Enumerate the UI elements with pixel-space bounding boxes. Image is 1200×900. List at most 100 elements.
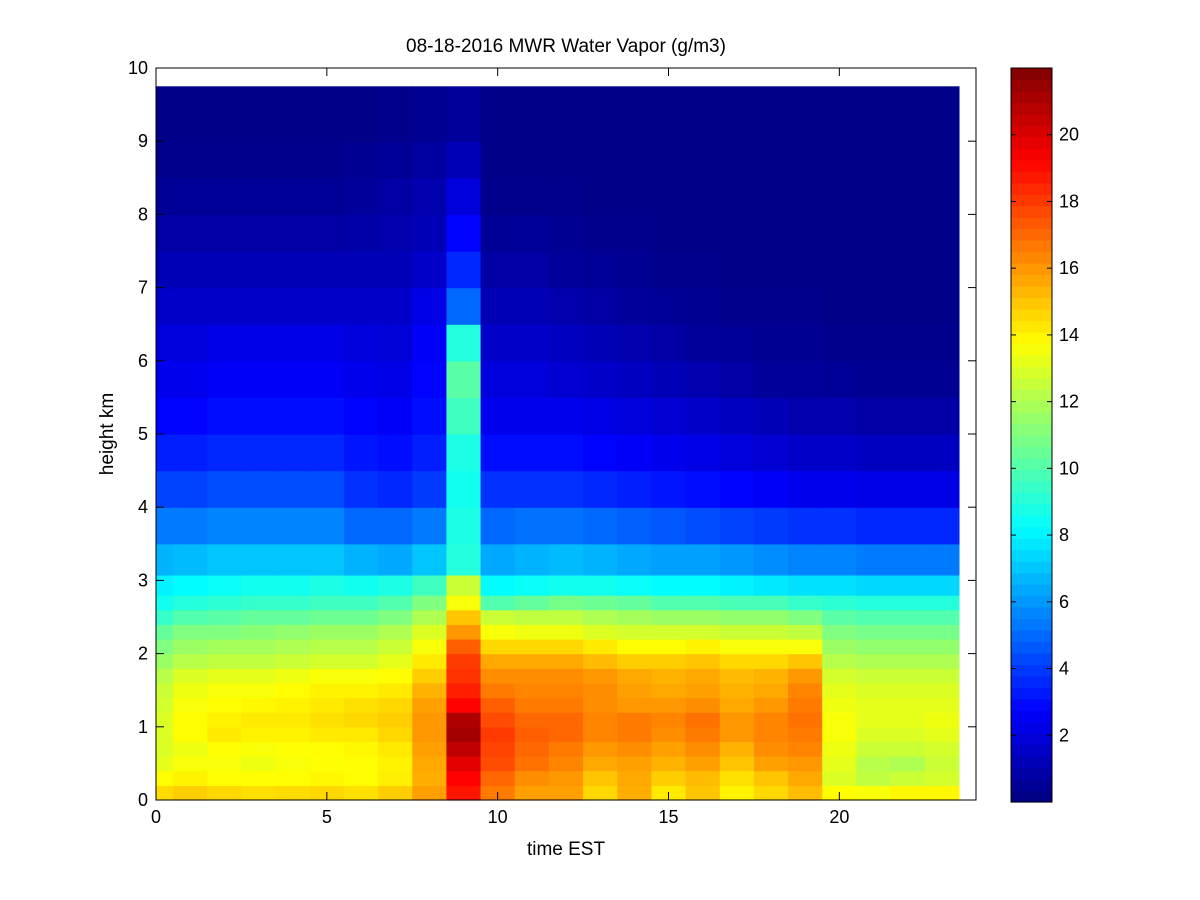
heatmap-cell (924, 324, 960, 362)
heatmap-cell (275, 653, 311, 669)
heatmap-cell (788, 668, 823, 684)
heatmap-cell (309, 595, 345, 611)
heatmap-cell (378, 434, 413, 472)
heatmap-cell (583, 324, 618, 362)
heatmap-cell (514, 543, 550, 576)
heatmap-cell (583, 86, 618, 142)
y-tick-label: 5 (138, 424, 148, 444)
heatmap-cell (343, 287, 379, 325)
colorbar-step (1011, 113, 1052, 126)
heatmap-cell (412, 624, 448, 640)
colorbar-step (1011, 446, 1052, 459)
heatmap-cell (651, 668, 687, 684)
heatmap-cell (241, 543, 277, 576)
heatmap-cell (156, 507, 174, 545)
heatmap-cell (924, 609, 960, 625)
heatmap-cell (685, 434, 721, 472)
heatmap-cell (309, 177, 345, 215)
colorbar-step (1011, 68, 1052, 81)
heatmap-cell (583, 638, 618, 655)
heatmap-cell (514, 668, 550, 684)
colorbar-step (1011, 377, 1052, 390)
heatmap-cell (924, 785, 960, 801)
heatmap-cell (343, 624, 379, 640)
heatmap-cell (309, 697, 345, 713)
heatmap-cell (446, 507, 482, 545)
colorbar-step (1011, 423, 1052, 436)
heatmap-cell (446, 251, 482, 289)
heatmap-cell (207, 726, 243, 743)
heatmap-cell (309, 507, 345, 545)
heatmap-cell (788, 543, 823, 576)
heatmap-cell (856, 653, 892, 669)
heatmap-cell (924, 726, 960, 743)
heatmap-cell (446, 712, 482, 728)
heatmap-cell (156, 141, 174, 179)
heatmap-cell (685, 712, 721, 728)
heatmap-cell (719, 434, 755, 472)
heatmap-cell (446, 360, 482, 398)
heatmap-cell (583, 595, 618, 611)
heatmap-cell (173, 470, 208, 508)
heatmap-cell (685, 624, 721, 640)
heatmap-cell (788, 595, 823, 611)
heatmap-cell (617, 543, 653, 576)
heatmap-cell (822, 360, 858, 398)
heatmap-cell (685, 609, 721, 625)
heatmap-cell (412, 653, 448, 669)
heatmap-cell (343, 177, 379, 215)
heatmap-cell (241, 287, 277, 325)
heatmap-cell (719, 756, 755, 772)
heatmap-cell (685, 574, 721, 596)
heatmap-cell (617, 214, 653, 252)
heatmap-cell (924, 141, 960, 179)
heatmap-cell (514, 682, 550, 699)
heatmap-cell (548, 397, 584, 435)
heatmap-cell (856, 397, 892, 435)
heatmap-cell (156, 360, 174, 398)
heatmap-cell (446, 214, 482, 252)
colorbar-step (1011, 389, 1052, 402)
heatmap-cell (651, 397, 687, 435)
heatmap-cell (173, 638, 208, 655)
heatmap-cell (412, 609, 448, 625)
heatmap-cell (788, 638, 823, 655)
heatmap-cell (480, 543, 516, 576)
heatmap-cell (412, 177, 448, 215)
heatmap-cell (446, 324, 482, 362)
heatmap-cell (378, 741, 413, 757)
heatmap-cell (651, 324, 687, 362)
heatmap-cell (822, 507, 858, 545)
heatmap-cell (343, 360, 379, 398)
heatmap-cell (207, 177, 243, 215)
colorbar-tick-label: 8 (1059, 525, 1069, 545)
heatmap-cell (548, 609, 584, 625)
heatmap-cell (788, 470, 823, 508)
colorbar-step (1011, 584, 1052, 597)
heatmap-cell (446, 287, 482, 325)
heatmap-cell (719, 470, 755, 508)
heatmap-cell (309, 251, 345, 289)
heatmap-cell (241, 785, 277, 801)
heatmap-cell (514, 741, 550, 757)
heatmap-cell (412, 697, 448, 713)
heatmap-cell (480, 251, 516, 289)
heatmap-cell (241, 574, 277, 596)
heatmap-cell (651, 638, 687, 655)
colorbar-step (1011, 790, 1052, 803)
heatmap-cell (480, 470, 516, 508)
heatmap-cell (207, 638, 243, 655)
heatmap-cell (583, 287, 618, 325)
heatmap-cell (514, 324, 550, 362)
heatmap-cell (651, 653, 687, 669)
heatmap-cell (685, 470, 721, 508)
plot-area: 0 5 10 15 20 0 1 2 3 4 5 6 7 8 9 10 (128, 58, 977, 827)
heatmap-cell (924, 756, 960, 772)
heatmap-cell (685, 638, 721, 655)
heatmap-cell (412, 574, 448, 596)
heatmap-cell (548, 543, 584, 576)
heatmap-cell (156, 251, 174, 289)
heatmap-cell (343, 609, 379, 625)
heatmap-cell (617, 638, 653, 655)
colorbar-step (1011, 675, 1052, 688)
